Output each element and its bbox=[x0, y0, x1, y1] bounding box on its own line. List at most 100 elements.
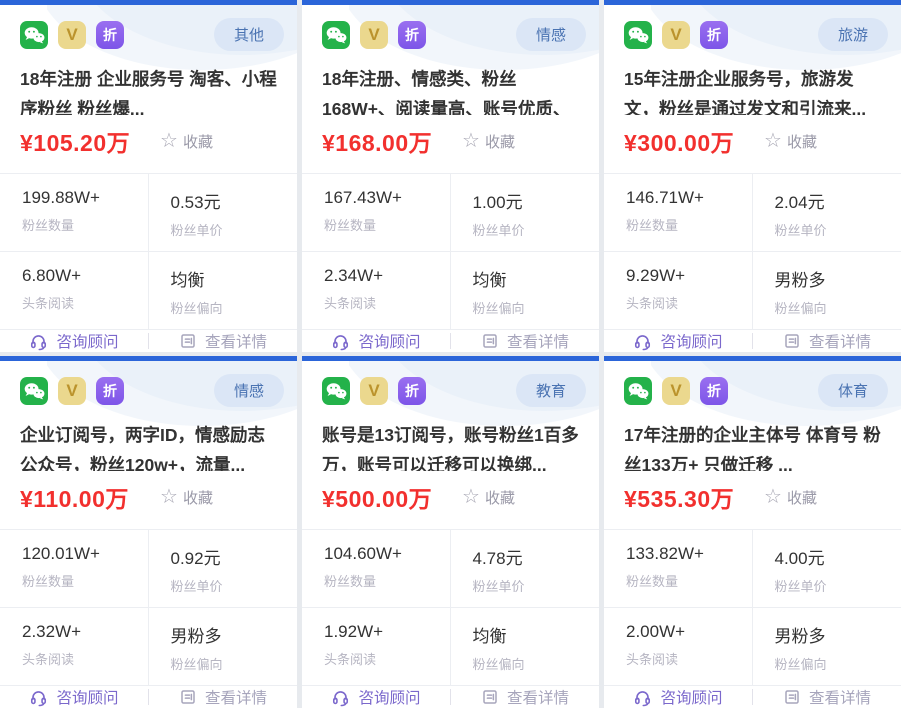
consult-label: 咨询顾问 bbox=[56, 690, 119, 707]
platform-icon-row: V 折 bbox=[322, 376, 426, 405]
listing-title[interactable]: 企业订阅号，两字ID，情感励志公众号，粉丝120w+，流量... bbox=[20, 425, 265, 471]
stat-fans: 120.01W+ 粉丝数量 bbox=[0, 530, 149, 608]
category-badge: 其他 bbox=[213, 18, 284, 51]
account-listing-card[interactable]: V 折 教育 账号是13订阅号，账号粉丝1百多万，账号可以迁移可以换绑... ¥… bbox=[302, 356, 599, 708]
verified-v-icon: V bbox=[360, 20, 388, 49]
star-icon: ☆ bbox=[764, 486, 782, 508]
stat-value-fans: 199.88W+ bbox=[22, 188, 100, 207]
category-badge: 情感 bbox=[213, 374, 284, 407]
stat-unit-price: 4.00元 粉丝单价 bbox=[752, 530, 901, 608]
discount-zhe-icon: 折 bbox=[96, 20, 124, 49]
view-details-button[interactable]: 查看详情 bbox=[149, 686, 297, 708]
account-listing-card[interactable]: V 折 旅游 15年注册企业服务号，旅游发文，粉丝是通过发文和引流来... ¥3… bbox=[604, 0, 901, 352]
collect-button[interactable]: ☆ 收藏 bbox=[462, 131, 515, 152]
price: ¥168.00万 bbox=[322, 130, 433, 156]
stat-value-reads: 9.29W+ bbox=[626, 266, 686, 285]
headset-icon bbox=[331, 688, 350, 707]
view-details-button[interactable]: 查看详情 bbox=[149, 330, 297, 352]
star-icon: ☆ bbox=[160, 486, 178, 508]
stat-reads: 2.32W+ 头条阅读 bbox=[0, 608, 149, 686]
account-listing-card[interactable]: V 折 情感 企业订阅号，两字ID，情感励志公众号，粉丝120w+，流量... … bbox=[0, 356, 297, 708]
card-footer: 咨询顾问 查看详情 bbox=[0, 330, 297, 352]
stat-bias: 均衡 粉丝偏向 bbox=[450, 608, 599, 686]
platform-icon-row: V 折 bbox=[624, 376, 728, 405]
stat-value-bias: 男粉多 bbox=[774, 271, 826, 290]
card-footer: 咨询顾问 查看详情 bbox=[302, 330, 599, 352]
stat-value-bias: 均衡 bbox=[472, 627, 507, 646]
category-badge: 情感 bbox=[515, 18, 586, 51]
stat-label-bias: 粉丝偏向 bbox=[472, 657, 525, 672]
stat-label-unit-price: 粉丝单价 bbox=[170, 579, 223, 594]
verified-v-icon: V bbox=[662, 20, 690, 49]
stat-value-bias: 均衡 bbox=[170, 271, 205, 290]
view-details-button[interactable]: 查看详情 bbox=[451, 330, 599, 352]
stat-value-unit-price: 2.04元 bbox=[774, 193, 825, 212]
stat-value-reads: 1.92W+ bbox=[324, 622, 384, 641]
price-row: ¥535.30万 ☆ 收藏 bbox=[604, 480, 901, 514]
document-icon bbox=[481, 332, 499, 350]
stat-value-bias: 男粉多 bbox=[170, 627, 222, 646]
view-details-button[interactable]: 查看详情 bbox=[753, 686, 901, 708]
listing-title[interactable]: 18年注册 企业服务号 淘客、小程序粉丝 粉丝爆... bbox=[20, 69, 277, 115]
collect-button[interactable]: ☆ 收藏 bbox=[764, 487, 817, 508]
listing-title[interactable]: 账号是13订阅号，账号粉丝1百多万，账号可以迁移可以换绑... bbox=[322, 425, 579, 471]
price: ¥500.00万 bbox=[322, 486, 433, 512]
consult-advisor-button[interactable]: 咨询顾问 bbox=[0, 330, 148, 352]
stat-fans: 146.71W+ 粉丝数量 bbox=[604, 174, 753, 252]
collect-button[interactable]: ☆ 收藏 bbox=[764, 131, 817, 152]
consult-advisor-button[interactable]: 咨询顾问 bbox=[604, 686, 752, 708]
stat-value-fans: 104.60W+ bbox=[324, 544, 402, 563]
details-label: 查看详情 bbox=[204, 334, 267, 351]
stat-fans: 133.82W+ 粉丝数量 bbox=[604, 530, 753, 608]
collect-button[interactable]: ☆ 收藏 bbox=[160, 131, 213, 152]
listing-title[interactable]: 15年注册企业服务号，旅游发文，粉丝是通过发文和引流来... bbox=[624, 69, 867, 115]
stat-unit-price: 0.53元 粉丝单价 bbox=[148, 174, 297, 252]
collect-button[interactable]: ☆ 收藏 bbox=[160, 487, 213, 508]
stat-value-fans: 133.82W+ bbox=[626, 544, 704, 563]
stat-reads: 2.00W+ 头条阅读 bbox=[604, 608, 753, 686]
wechat-icon bbox=[20, 376, 48, 405]
stat-label-fans: 粉丝数量 bbox=[626, 218, 679, 233]
category-badge: 体育 bbox=[817, 374, 888, 407]
listing-title[interactable]: 18年注册、情感类、粉丝168W+、阅读量高、账号优质、粉... bbox=[322, 69, 571, 115]
listing-title[interactable]: 17年注册的企业主体号 体育号 粉丝133万+ 只做迁移 ... bbox=[624, 425, 881, 471]
account-listing-card[interactable]: V 折 其他 18年注册 企业服务号 淘客、小程序粉丝 粉丝爆... ¥105.… bbox=[0, 0, 297, 352]
stat-bias: 男粉多 粉丝偏向 bbox=[752, 608, 901, 686]
view-details-button[interactable]: 查看详情 bbox=[753, 330, 901, 352]
consult-label: 咨询顾问 bbox=[358, 334, 421, 351]
stat-label-reads: 头条阅读 bbox=[626, 652, 679, 667]
footer-divider bbox=[752, 333, 753, 349]
account-listing-card[interactable]: V 折 情感 18年注册、情感类、粉丝168W+、阅读量高、账号优质、粉... … bbox=[302, 0, 599, 352]
consult-advisor-button[interactable]: 咨询顾问 bbox=[0, 686, 148, 708]
headset-icon bbox=[331, 332, 350, 351]
view-details-button[interactable]: 查看详情 bbox=[451, 686, 599, 708]
consult-advisor-button[interactable]: 咨询顾问 bbox=[604, 330, 752, 352]
stat-label-fans: 粉丝数量 bbox=[324, 218, 377, 233]
stat-unit-price: 4.78元 粉丝单价 bbox=[450, 530, 599, 608]
wechat-icon bbox=[322, 20, 350, 49]
stat-fans: 104.60W+ 粉丝数量 bbox=[302, 530, 451, 608]
consult-advisor-button[interactable]: 咨询顾问 bbox=[302, 686, 450, 708]
card-top-accent bbox=[604, 0, 901, 5]
star-icon: ☆ bbox=[462, 486, 480, 508]
stat-label-bias: 粉丝偏向 bbox=[774, 301, 827, 316]
stat-value-unit-price: 4.78元 bbox=[472, 549, 523, 568]
stat-value-fans: 146.71W+ bbox=[626, 188, 704, 207]
stat-value-bias: 均衡 bbox=[472, 271, 507, 290]
stat-unit-price: 0.92元 粉丝单价 bbox=[148, 530, 297, 608]
details-label: 查看详情 bbox=[808, 690, 871, 707]
document-icon bbox=[783, 688, 801, 706]
collect-label: 收藏 bbox=[484, 133, 515, 151]
stat-bias: 男粉多 粉丝偏向 bbox=[148, 608, 297, 686]
details-label: 查看详情 bbox=[808, 334, 871, 351]
account-listing-card[interactable]: V 折 体育 17年注册的企业主体号 体育号 粉丝133万+ 只做迁移 ... … bbox=[604, 356, 901, 708]
consult-advisor-button[interactable]: 咨询顾问 bbox=[302, 330, 450, 352]
stat-label-fans: 粉丝数量 bbox=[22, 218, 75, 233]
footer-divider bbox=[450, 333, 451, 349]
wechat-icon bbox=[624, 376, 652, 405]
stats-grid: 120.01W+ 粉丝数量 0.92元 粉丝单价 2.32W+ 头条阅读 男粉多… bbox=[0, 529, 297, 686]
stat-value-reads: 2.32W+ bbox=[22, 622, 82, 641]
stats-grid: 199.88W+ 粉丝数量 0.53元 粉丝单价 6.80W+ 头条阅读 均衡 … bbox=[0, 173, 297, 330]
collect-button[interactable]: ☆ 收藏 bbox=[462, 487, 515, 508]
